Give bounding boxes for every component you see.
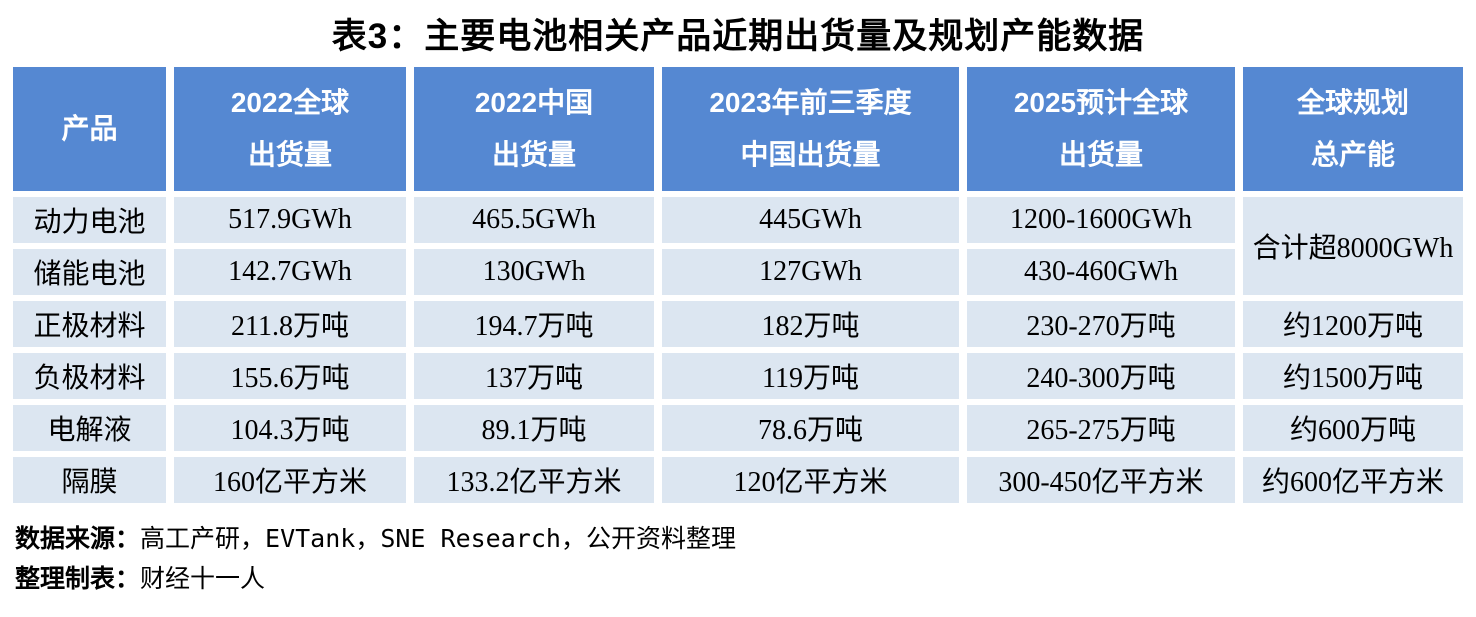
table-title: 表3：主要电池相关产品近期出货量及规划产能数据 — [331, 17, 1145, 56]
cell-value: 130GWh — [414, 249, 654, 295]
header-label-wrap: 2023年前三季度 中国出货量 — [662, 67, 959, 191]
cell-value: 430-460GWh — [967, 249, 1235, 295]
cell-value: 211.8万吨 — [174, 301, 406, 347]
header-label-wrap: 2022中国 出货量 — [414, 67, 654, 191]
battery-products-table: 产品 2022全球 出货量 2022中国 出货量 — [5, 61, 1471, 509]
table-row-cathode-material: 正极材料 211.8万吨 194.7万吨 182万吨 230-270万吨 约12… — [13, 301, 1463, 347]
cell-value: 89.1万吨 — [414, 405, 654, 451]
credit-label: 整理制表： — [15, 564, 141, 593]
cell-value: 517.9GWh — [174, 197, 406, 243]
cell-value: 230-270万吨 — [967, 301, 1235, 347]
table-row-electrolyte: 电解液 104.3万吨 89.1万吨 78.6万吨 265-275万吨 约600… — [13, 405, 1463, 451]
header-label-wrap: 产品 — [13, 67, 166, 191]
header-line: 中国出货量 — [740, 139, 881, 171]
header-row: 产品 2022全球 出货量 2022中国 出货量 — [13, 67, 1463, 191]
header-label-wrap: 2022全球 出货量 — [174, 67, 406, 191]
table-footer: 数据来源：高工产研，EVTank，SNE Research，公开资料整理 整理制… — [15, 519, 1476, 599]
table-row-power-battery: 动力电池 517.9GWh 465.5GWh 445GWh 1200-1600G… — [13, 197, 1463, 295]
cell-value: 120亿平方米 — [662, 457, 959, 503]
header-label-wrap: 2025预计全球 出货量 — [967, 67, 1235, 191]
cell-value: 133.2亿平方米 — [414, 457, 654, 503]
cell-value: 240-300万吨 — [967, 353, 1235, 399]
header-line: 2025预计全球 — [1013, 86, 1189, 118]
cell-value: 127GWh — [662, 249, 959, 295]
credit-text: 财经十一人 — [140, 564, 266, 593]
cell-value: 104.3万吨 — [174, 405, 406, 451]
cell-value: 182万吨 — [662, 301, 959, 347]
header-line: 2022中国 — [474, 86, 594, 118]
column-header-2023-q1-q3-china-shipment: 2023年前三季度 中国出货量 — [662, 67, 959, 191]
data-source-label: 数据来源： — [15, 524, 141, 553]
cell-value: 142.7GWh — [174, 249, 406, 295]
cell-value: 465.5GWh — [414, 197, 654, 243]
cell-product: 负极材料 — [13, 353, 166, 399]
header-line: 出货量 — [491, 139, 576, 171]
cell-product: 电解液 — [13, 405, 166, 451]
cell-planned-capacity-merged: 合计超8000GWh — [1243, 197, 1463, 295]
column-header-global-planned-capacity: 全球规划 总产能 — [1243, 67, 1463, 191]
cell-value: 78.6万吨 — [662, 405, 959, 451]
cell-value: 445GWh — [662, 197, 959, 243]
header-line: 总产能 — [1310, 139, 1395, 171]
table-row-energy-storage-battery: 储能电池 142.7GWh 130GWh 127GWh 430-460GWh — [13, 249, 1463, 295]
header-label-wrap: 全球规划 总产能 — [1243, 67, 1463, 191]
cell-value: 265-275万吨 — [967, 405, 1235, 451]
header-line: 2023年前三季度 — [709, 86, 912, 118]
table-row-separator: 隔膜 160亿平方米 133.2亿平方米 120亿平方米 300-450亿平方米… — [13, 457, 1463, 503]
data-source-line: 数据来源：高工产研，EVTank，SNE Research，公开资料整理 — [15, 519, 1476, 559]
cell-planned-capacity: 约600万吨 — [1243, 405, 1463, 451]
cell-value: 194.7万吨 — [414, 301, 654, 347]
column-header-2022-global-shipment: 2022全球 出货量 — [174, 67, 406, 191]
header-line: 出货量 — [247, 139, 332, 171]
cell-value: 300-450亿平方米 — [967, 457, 1235, 503]
cell-value: 119万吨 — [662, 353, 959, 399]
header-line: 全球规划 — [1296, 86, 1409, 118]
cell-planned-capacity: 约1500万吨 — [1243, 353, 1463, 399]
column-header-2022-china-shipment: 2022中国 出货量 — [414, 67, 654, 191]
column-header-product: 产品 — [13, 67, 166, 191]
cell-value: 137万吨 — [414, 353, 654, 399]
header-line: 产品 — [61, 113, 118, 144]
cell-product: 隔膜 — [13, 457, 166, 503]
header-line: 2022全球 — [230, 86, 350, 118]
data-source-text: 高工产研，EVTank，SNE Research，公开资料整理 — [140, 524, 736, 553]
cell-product: 正极材料 — [13, 301, 166, 347]
cell-value: 155.6万吨 — [174, 353, 406, 399]
table-row-anode-material: 负极材料 155.6万吨 137万吨 119万吨 240-300万吨 约1500… — [13, 353, 1463, 399]
credit-line: 整理制表：财经十一人 — [15, 559, 1476, 599]
cell-product: 动力电池 — [13, 197, 166, 243]
cell-planned-capacity: 约1200万吨 — [1243, 301, 1463, 347]
column-header-2025-expected-global-shipment: 2025预计全球 出货量 — [967, 67, 1235, 191]
cell-product: 储能电池 — [13, 249, 166, 295]
cell-planned-capacity: 约600亿平方米 — [1243, 457, 1463, 503]
header-line: 出货量 — [1058, 139, 1143, 171]
cell-value: 160亿平方米 — [174, 457, 406, 503]
cell-value: 1200-1600GWh — [967, 197, 1235, 243]
